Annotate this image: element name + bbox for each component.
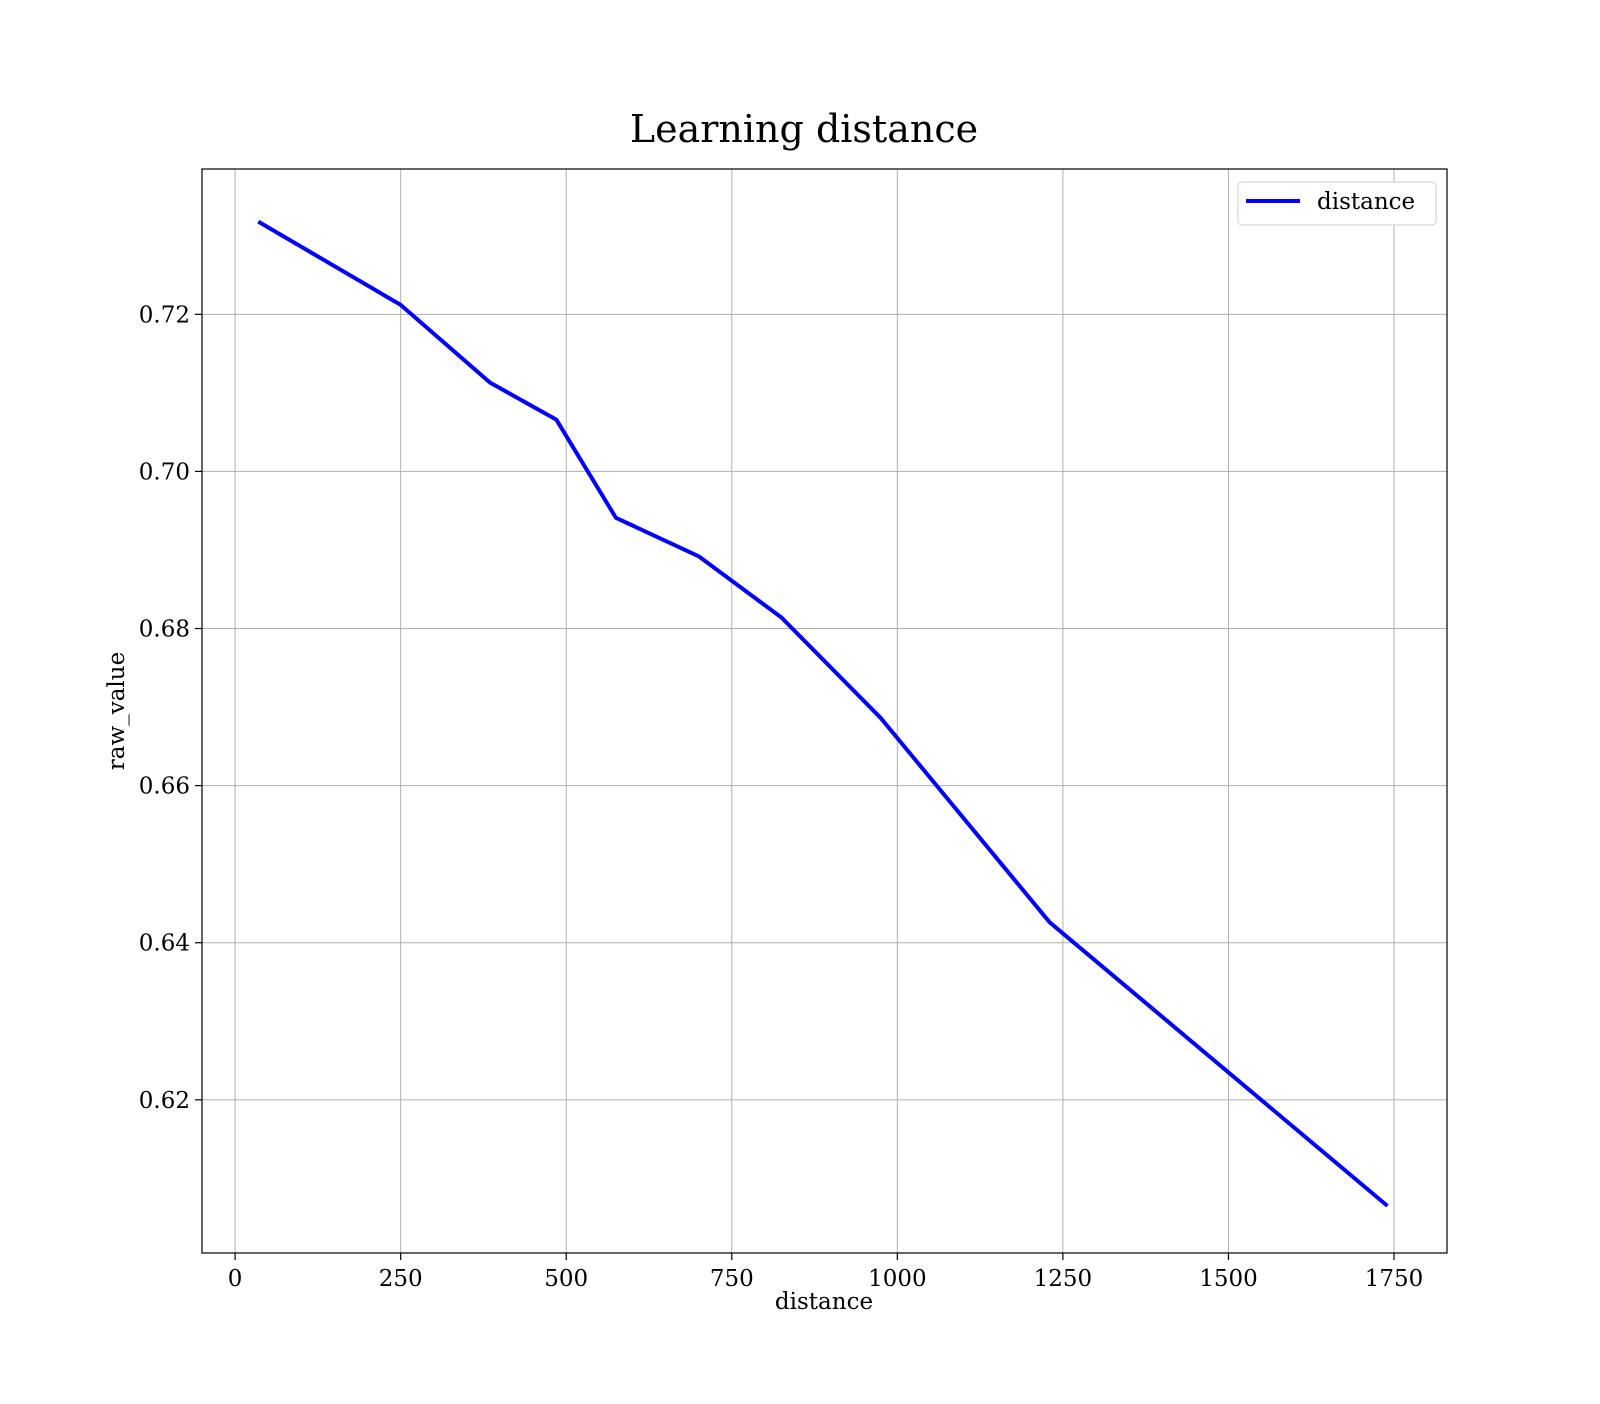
axis-ticks: 0 250 500 750 1000 1250 1500 1750 0.62 0.64 0.66 0.… bbox=[139, 302, 1424, 1292]
y-tick-label-0.62: 0.62 bbox=[139, 1088, 190, 1114]
x-tick-label-750: 750 bbox=[710, 1266, 754, 1292]
x-tick-label-500: 500 bbox=[544, 1266, 588, 1292]
y-tick-label-0.72: 0.72 bbox=[139, 302, 190, 328]
legend: distance bbox=[1237, 181, 1437, 226]
legend-label-distance: distance bbox=[1317, 189, 1415, 215]
y-axis-label: raw_value bbox=[104, 652, 130, 770]
x-tick-label-1750: 1750 bbox=[1365, 1266, 1424, 1292]
series-line-distance bbox=[257, 219, 1389, 1208]
series-layer bbox=[257, 219, 1389, 1208]
x-tick-label-1250: 1250 bbox=[1034, 1266, 1093, 1292]
legend-box bbox=[1237, 181, 1437, 226]
x-tick-label-250: 250 bbox=[379, 1266, 423, 1292]
plot-area-frame bbox=[201, 168, 1448, 1254]
x-tick-label-1000: 1000 bbox=[868, 1266, 927, 1292]
y-tick-label-0.66: 0.66 bbox=[139, 774, 190, 800]
x-tick-label-1500: 1500 bbox=[1199, 1266, 1258, 1292]
x-axis-label: distance bbox=[775, 1289, 873, 1315]
chart-title: Learning distance bbox=[630, 107, 978, 151]
x-tick-label-0: 0 bbox=[228, 1266, 243, 1292]
y-tick-label-0.68: 0.68 bbox=[139, 617, 190, 643]
grid-lines bbox=[202, 169, 1447, 1253]
y-tick-label-0.70: 0.70 bbox=[139, 459, 190, 485]
y-tick-label-0.64: 0.64 bbox=[139, 931, 190, 957]
